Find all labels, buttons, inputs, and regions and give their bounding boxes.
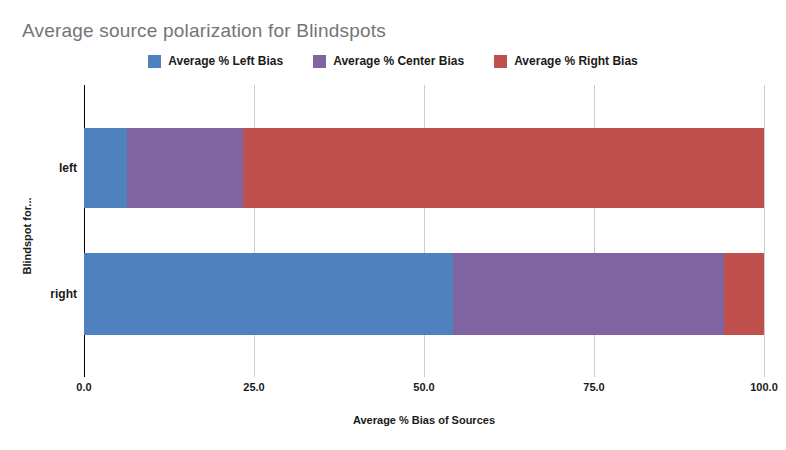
bar-left-segment-left-bias[interactable]	[84, 128, 127, 208]
x-tick-label-25.0: 25.0	[243, 381, 264, 393]
y-axis-title: Blindspot for...	[21, 198, 33, 275]
legend: Average % Left Bias Average % Center Bia…	[0, 54, 786, 68]
chart-title: Average source polarization for Blindspo…	[22, 20, 386, 42]
x-tick-label-50.0: 50.0	[413, 381, 434, 393]
gridline-100	[764, 85, 765, 377]
legend-swatch-left-bias-icon	[148, 55, 161, 68]
bar-right-segment-center-bias[interactable]	[453, 253, 724, 335]
chart-canvas: Average source polarization for Blindspo…	[0, 0, 786, 450]
x-tick-label-0.0: 0.0	[76, 381, 91, 393]
x-tick-label-100.0: 100.0	[750, 381, 778, 393]
legend-label-left-bias: Average % Left Bias	[168, 54, 283, 68]
legend-label-center-bias: Average % Center Bias	[333, 54, 464, 68]
bar-right-segment-right-bias[interactable]	[724, 253, 764, 335]
bar-left-segment-center-bias[interactable]	[127, 128, 243, 208]
legend-label-right-bias: Average % Right Bias	[514, 54, 638, 68]
legend-item-left-bias[interactable]: Average % Left Bias	[148, 54, 283, 68]
category-label-right: right	[0, 286, 77, 302]
bar-left	[84, 128, 764, 208]
legend-item-right-bias[interactable]: Average % Right Bias	[494, 54, 638, 68]
category-label-left: left	[0, 160, 77, 176]
legend-item-center-bias[interactable]: Average % Center Bias	[313, 54, 464, 68]
bar-right	[84, 253, 764, 335]
bar-left-segment-right-bias[interactable]	[243, 128, 764, 208]
legend-swatch-right-bias-icon	[494, 55, 507, 68]
x-axis-title: Average % Bias of Sources	[84, 414, 764, 426]
plot-area	[84, 85, 764, 377]
x-tick-label-75.0: 75.0	[583, 381, 604, 393]
x-tick-labels: 0.025.050.075.0100.0	[84, 381, 764, 395]
legend-swatch-center-bias-icon	[313, 55, 326, 68]
bar-right-segment-left-bias[interactable]	[84, 253, 453, 335]
